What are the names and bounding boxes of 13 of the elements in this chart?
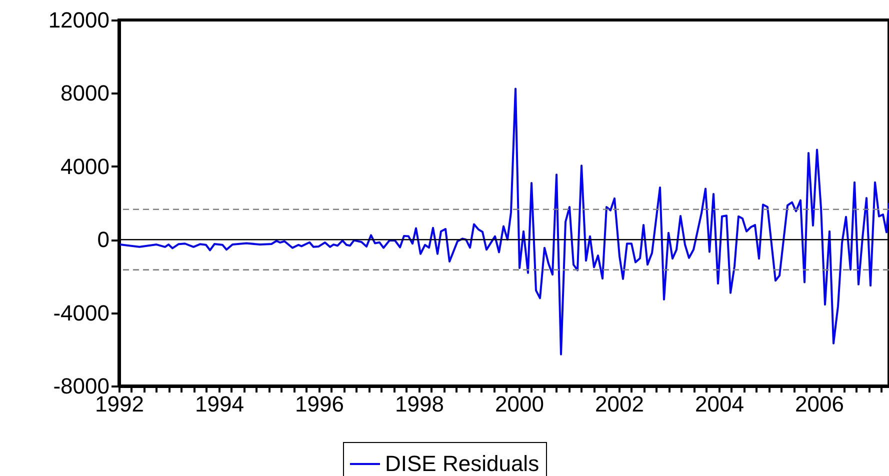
y-tick-label: 4000 [60,154,110,179]
x-tick-label: 2000 [495,392,544,416]
x-tick-label: 1996 [295,392,344,416]
x-tick-label: 2004 [695,392,744,416]
y-tick-label: 12000 [48,8,110,32]
x-tick-label: 1994 [195,392,244,416]
y-tick-label: 0 [97,227,110,252]
legend-label: DISE Residuals [385,451,540,476]
x-tick-label: 2002 [595,392,644,416]
y-tick-label: -4000 [53,300,110,326]
x-tick-label: 2006 [795,392,844,416]
x-tick-label: 1998 [395,392,444,416]
y-tick-label: 8000 [60,80,110,106]
